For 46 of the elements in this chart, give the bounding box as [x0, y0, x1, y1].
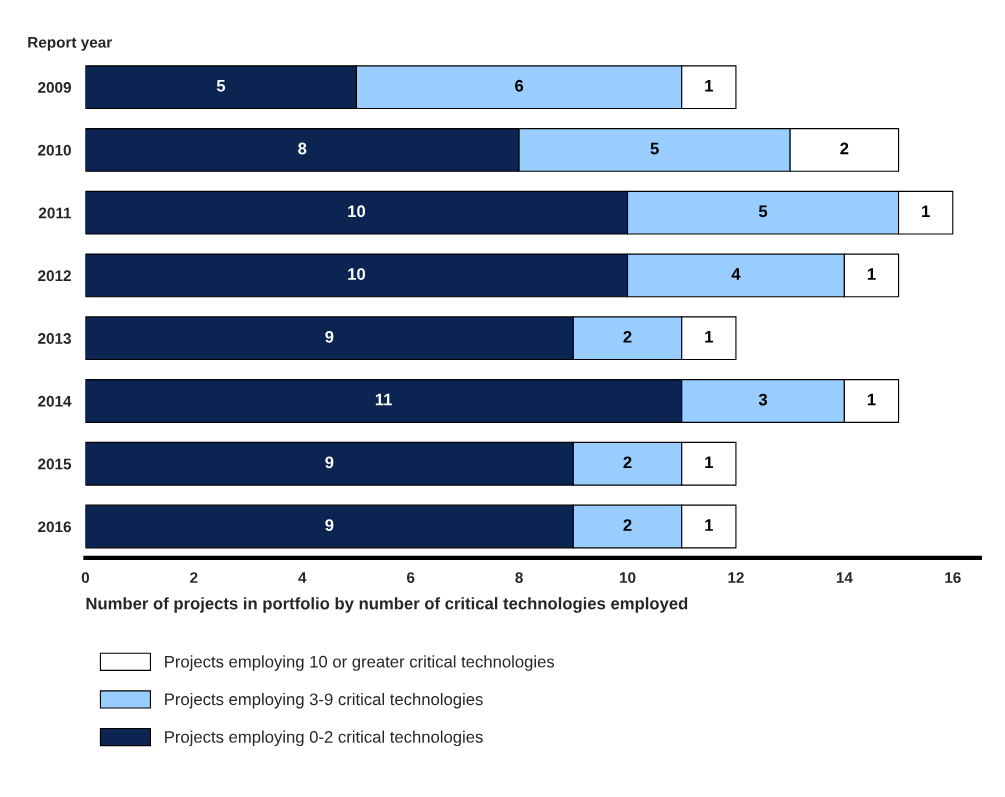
data-label: 9	[325, 456, 334, 469]
x-tick-label: 6	[406, 572, 415, 584]
data-label: 2	[623, 519, 632, 531]
legend-label: Projects employing 10 or greater critical technologies	[165, 655, 555, 671]
y-tick-label: 2014	[38, 395, 72, 407]
data-label: 5	[650, 142, 659, 155]
x-tick-label: 16	[945, 572, 961, 584]
y-tick-label: 2010	[38, 144, 71, 156]
y-tick-label: 2015	[38, 458, 72, 470]
data-label: 9	[325, 330, 334, 343]
x-tick-label: 2	[190, 572, 198, 583]
x-tick-label: 12	[728, 572, 744, 583]
data-label: 1	[705, 331, 713, 343]
data-label: 10	[348, 268, 366, 280]
data-label: 8	[298, 142, 307, 155]
y-tick-label: 2009	[38, 82, 71, 93]
data-label: 1	[705, 519, 713, 531]
data-label: 2	[840, 142, 849, 155]
y-tick-label: 2013	[38, 333, 71, 344]
x-tick-label: 14	[836, 572, 853, 583]
x-axis-title: Number of projects in portfolio by number of critical technologies employed	[86, 597, 688, 613]
data-label: 5	[758, 205, 768, 218]
legend-label: Projects employing 3-9 critical technologies	[165, 692, 483, 709]
y-axis-title: Report year	[28, 37, 112, 51]
data-label: 1	[705, 80, 713, 92]
data-label: 3	[758, 393, 768, 406]
data-label: 6	[515, 79, 524, 92]
data-label: 1	[867, 268, 876, 280]
data-label: 10	[348, 205, 366, 218]
data-label: 9	[325, 519, 334, 531]
data-label: 1	[705, 456, 713, 469]
y-tick-label: 2016	[38, 521, 71, 533]
data-label: 2	[623, 456, 632, 469]
data-label: 4	[731, 268, 741, 280]
y-tick-label: 2012	[38, 270, 71, 282]
data-label: 2	[623, 330, 632, 343]
x-tick-label: 8	[515, 572, 523, 584]
x-tick-label: 10	[619, 572, 636, 584]
y-tick-label: 2011	[38, 207, 72, 219]
data-label: 5	[216, 80, 226, 92]
legend-label: Projects employing 0-2 critical technologies	[165, 730, 483, 747]
data-label: 1	[922, 205, 930, 218]
x-tick-label: 0	[81, 572, 90, 584]
x-tick-label: 4	[298, 572, 307, 583]
data-label: 11	[375, 393, 392, 406]
data-label: 1	[867, 393, 876, 406]
